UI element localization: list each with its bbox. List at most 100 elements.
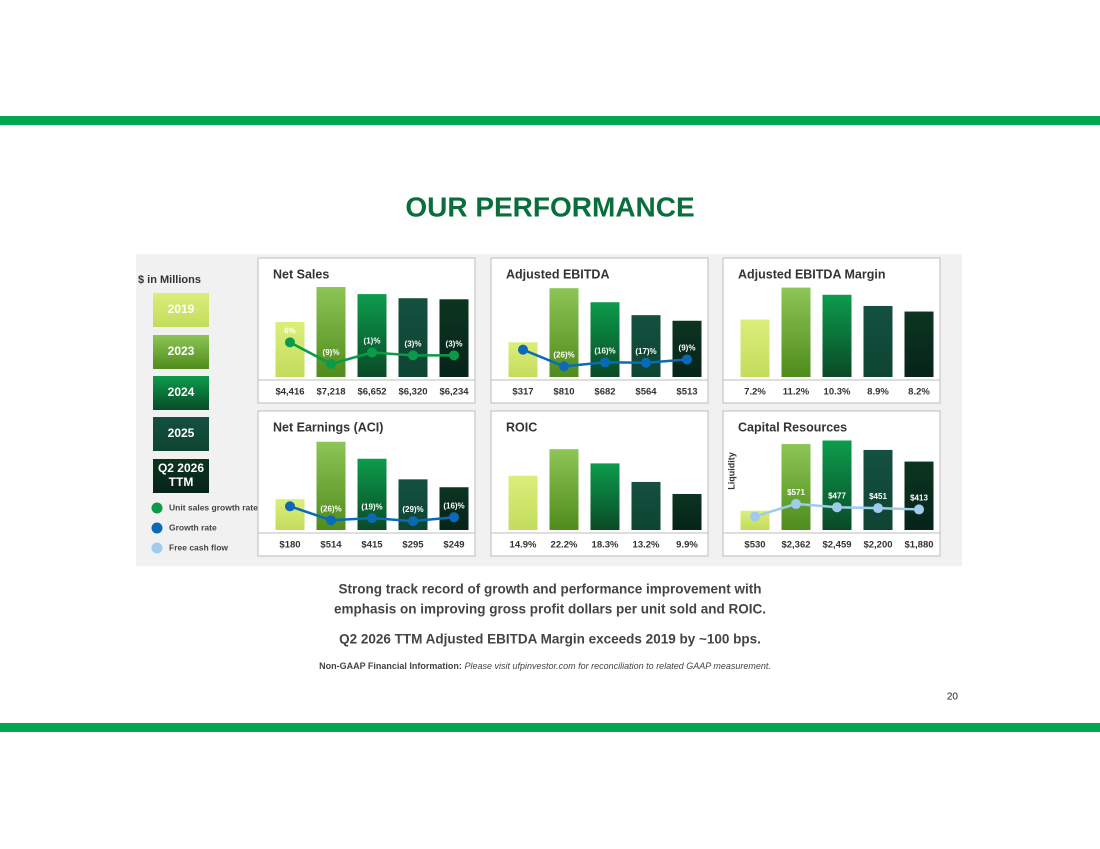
bar: [398, 298, 428, 377]
bar-value-label: $180: [279, 540, 300, 551]
legend-period-label: TTM: [169, 475, 194, 489]
bar-value-label: $514: [320, 540, 342, 551]
line-point: [832, 502, 842, 513]
line-point: [285, 337, 295, 348]
line-value-label: $413: [910, 494, 928, 503]
bar-value-label: $810: [553, 387, 574, 398]
bar-value-label: $295: [402, 540, 424, 551]
bar-value-label: 22.2%: [551, 540, 578, 551]
footnote-label: Non-GAAP Financial Information:: [319, 661, 462, 671]
chart-title: Adjusted EBITDA: [506, 267, 609, 281]
bar: [275, 321, 305, 377]
line-point: [367, 347, 377, 358]
bar-value-label: $6,320: [398, 387, 427, 398]
bar-value-label: 9.9%: [676, 540, 698, 551]
units-label: $ in Millions: [138, 274, 201, 286]
line-point: [285, 501, 295, 512]
line-value-label: $212: [746, 501, 764, 510]
line-point: [791, 498, 801, 509]
line-value-label: (16)%: [594, 346, 615, 355]
line-value-label: (29)%: [402, 505, 423, 514]
line-value-label: (16)%: [443, 501, 464, 510]
line-point: [559, 361, 569, 372]
bar-value-label: $2,200: [863, 540, 892, 551]
line-value-label: (26)%: [320, 504, 341, 513]
bar: [439, 299, 469, 377]
line-value-label: (9)%: [679, 344, 696, 353]
bar: [357, 294, 387, 377]
line-point: [408, 516, 418, 527]
line-value-label: (19)%: [361, 502, 382, 511]
bar-value-label: 8.2%: [908, 387, 930, 398]
legend-period-swatch: [153, 417, 209, 451]
legend-period-swatch: [153, 459, 209, 493]
bar: [863, 449, 893, 530]
bar-value-label: $317: [512, 387, 533, 398]
line-point: [326, 515, 336, 526]
legend-line-label: Free cash flow: [169, 542, 228, 552]
line-point: [682, 354, 692, 365]
slide-title: OUR PERFORMANCE: [405, 191, 694, 222]
summary-line: Strong track record of growth and perfor…: [338, 582, 761, 597]
bar-value-label: 8.9%: [867, 387, 889, 398]
y-axis-label: Liquidity: [726, 452, 736, 490]
bar: [904, 461, 934, 530]
bar-value-label: 13.2%: [633, 540, 660, 551]
summary-line: emphasis on improving gross profit dolla…: [334, 602, 766, 617]
bar-value-label: $564: [635, 387, 657, 398]
legend-line-label: Unit sales growth rate: [169, 502, 258, 512]
line-value-label: 6%: [284, 326, 296, 335]
bar: [672, 320, 702, 377]
legend-period-swatch: [153, 335, 209, 369]
top-band: [0, 116, 1100, 125]
bar-value-label: 7.2%: [744, 387, 766, 398]
bar: [904, 311, 934, 377]
legend-period-swatch: [153, 293, 209, 327]
bar: [672, 493, 702, 530]
bar: [549, 449, 579, 530]
bar: [590, 463, 620, 530]
bar: [781, 444, 811, 530]
legend-period-label: 2025: [168, 426, 195, 440]
chart-title: Net Earnings (ACI): [273, 420, 383, 434]
bar-value-label: $2,459: [822, 540, 851, 551]
legend-line-marker: [151, 542, 163, 554]
bar: [822, 294, 852, 377]
line-value-label: (9)%: [323, 348, 340, 357]
bar-value-label: $415: [361, 540, 383, 551]
line-point: [750, 511, 760, 522]
bar-value-label: 11.2%: [783, 387, 810, 398]
bar-value-label: $513: [676, 387, 697, 398]
footnote: Non-GAAP Financial Information: Please v…: [319, 661, 771, 671]
line-value-label: (3)%: [446, 339, 463, 348]
bar-value-label: $1,880: [904, 540, 933, 551]
line-point: [600, 357, 610, 368]
chart-title: Net Sales: [273, 267, 329, 281]
bar: [863, 305, 893, 377]
chart-title: Capital Resources: [738, 420, 847, 434]
bar-value-label: $530: [744, 540, 765, 551]
bar: [439, 487, 469, 530]
line-point: [641, 357, 651, 368]
line-value-label: (1)%: [364, 337, 381, 346]
line-point: [873, 503, 883, 514]
bar-value-label: 18.3%: [592, 540, 619, 551]
line-value-label: (17)%: [635, 347, 656, 356]
legend-line-marker: [151, 522, 163, 534]
bar: [822, 440, 852, 530]
bar: [631, 481, 661, 530]
line-value-label: $571: [787, 488, 805, 497]
bar-value-label: 10.3%: [824, 387, 851, 398]
legend-line-marker: [151, 502, 163, 514]
legend-period-label: 2024: [168, 385, 195, 399]
footnote-text: Please visit ufpinvestor.com for reconci…: [464, 661, 770, 671]
bar: [740, 319, 770, 377]
line-point: [449, 512, 459, 523]
bar-value-label: 14.9%: [510, 540, 537, 551]
line-point: [408, 350, 418, 361]
line-value-label: 21%: [282, 490, 298, 499]
legend-period-swatch: [153, 376, 209, 410]
bottom-band: [0, 723, 1100, 732]
